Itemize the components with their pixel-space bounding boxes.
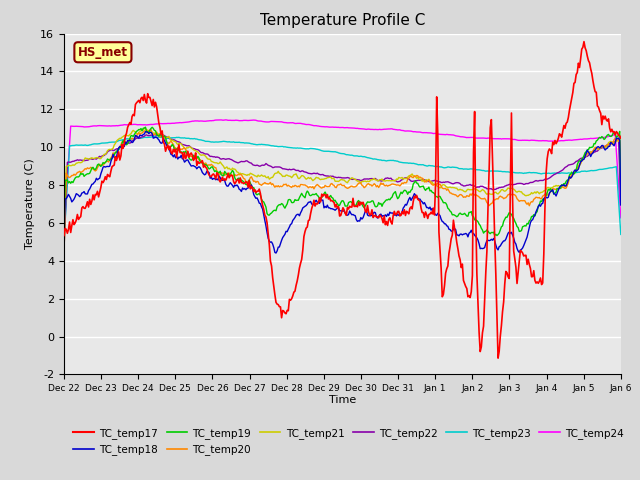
TC_temp21 — [393, 176, 401, 182]
TC_temp18 — [519, 245, 527, 251]
TC_temp22 — [60, 247, 68, 252]
TC_temp23 — [362, 155, 370, 160]
TC_temp22 — [605, 141, 612, 147]
TC_temp23 — [326, 149, 333, 155]
TC_temp17 — [494, 355, 502, 361]
Text: HS_met: HS_met — [78, 46, 128, 59]
TC_temp23 — [60, 238, 68, 244]
TC_temp20 — [147, 127, 155, 132]
TC_temp23 — [617, 231, 625, 237]
TC_temp23 — [518, 170, 525, 176]
TC_temp17 — [606, 125, 614, 131]
TC_temp18 — [394, 211, 401, 217]
TC_temp17 — [324, 196, 332, 202]
TC_temp20 — [362, 182, 370, 188]
TC_temp20 — [617, 187, 625, 192]
TC_temp23 — [393, 158, 401, 164]
TC_temp17 — [60, 233, 68, 239]
TC_temp24 — [605, 133, 612, 139]
TC_temp23 — [329, 149, 337, 155]
TC_temp22 — [362, 176, 370, 182]
TC_temp20 — [605, 142, 612, 147]
TC_temp17 — [328, 198, 335, 204]
TC_temp21 — [362, 179, 370, 185]
TC_temp17 — [392, 212, 399, 217]
TC_temp21 — [141, 125, 148, 131]
TC_temp19 — [329, 195, 337, 201]
TC_temp24 — [617, 215, 625, 221]
TC_temp19 — [362, 201, 370, 206]
Y-axis label: Temperature (C): Temperature (C) — [24, 158, 35, 250]
TC_temp24 — [393, 127, 401, 132]
TC_temp23 — [149, 133, 157, 139]
TC_temp22 — [393, 179, 401, 184]
TC_temp19 — [493, 233, 500, 239]
TC_temp24 — [326, 124, 333, 130]
TC_temp18 — [60, 241, 68, 247]
TC_temp21 — [617, 185, 625, 191]
TC_temp21 — [326, 174, 333, 180]
TC_temp20 — [518, 198, 525, 204]
TC_temp24 — [222, 117, 230, 123]
TC_temp18 — [364, 212, 371, 218]
TC_temp17 — [580, 39, 588, 45]
TC_temp18 — [272, 250, 280, 256]
TC_temp19 — [519, 224, 527, 229]
TC_temp22 — [617, 202, 625, 207]
TC_temp19 — [606, 133, 614, 139]
TC_temp19 — [326, 194, 333, 200]
Legend: TC_temp17, TC_temp18, TC_temp19, TC_temp20, TC_temp21, TC_temp22, TC_temp23, TC_: TC_temp17, TC_temp18, TC_temp19, TC_temp… — [69, 424, 628, 459]
TC_temp20 — [326, 183, 333, 189]
TC_temp20 — [60, 251, 68, 256]
TC_temp17 — [617, 135, 625, 141]
TC_temp22 — [518, 180, 525, 186]
TC_temp18 — [617, 202, 625, 208]
TC_temp18 — [606, 144, 614, 149]
Line: TC_temp22: TC_temp22 — [64, 134, 621, 250]
TC_temp21 — [329, 175, 337, 181]
Line: TC_temp19: TC_temp19 — [64, 127, 621, 236]
TC_temp20 — [329, 182, 337, 188]
TC_temp24 — [329, 124, 337, 130]
TC_temp19 — [60, 230, 68, 236]
X-axis label: Time: Time — [329, 395, 356, 405]
TC_temp18 — [141, 129, 149, 134]
TC_temp21 — [518, 189, 525, 195]
TC_temp20 — [393, 182, 401, 188]
TC_temp21 — [60, 251, 68, 256]
TC_temp22 — [150, 132, 158, 137]
Line: TC_temp18: TC_temp18 — [64, 132, 621, 253]
TC_temp17 — [362, 208, 369, 214]
Line: TC_temp24: TC_temp24 — [64, 120, 621, 231]
TC_temp18 — [330, 206, 338, 212]
TC_temp24 — [60, 228, 68, 234]
TC_temp24 — [518, 137, 525, 143]
TC_temp21 — [605, 140, 612, 145]
Line: TC_temp20: TC_temp20 — [64, 130, 621, 253]
TC_temp17 — [518, 249, 525, 254]
Line: TC_temp23: TC_temp23 — [64, 136, 621, 241]
Line: TC_temp17: TC_temp17 — [64, 42, 621, 358]
TC_temp19 — [393, 193, 401, 199]
TC_temp22 — [326, 173, 333, 179]
TC_temp19 — [141, 124, 149, 130]
TC_temp24 — [362, 127, 370, 132]
Line: TC_temp21: TC_temp21 — [64, 128, 621, 253]
TC_temp18 — [327, 206, 335, 212]
TC_temp22 — [329, 173, 337, 179]
TC_temp19 — [617, 196, 625, 202]
TC_temp23 — [605, 165, 612, 171]
Title: Temperature Profile C: Temperature Profile C — [260, 13, 425, 28]
